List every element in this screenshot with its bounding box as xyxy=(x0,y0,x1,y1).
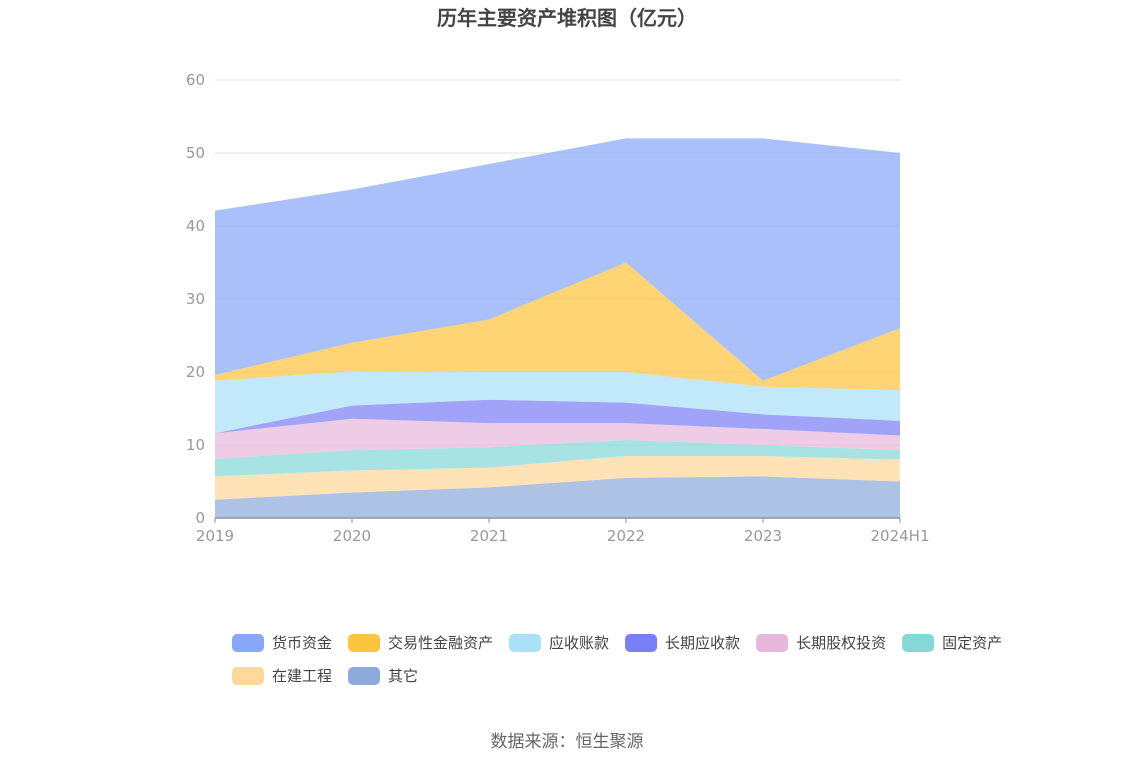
y-tick-label: 20 xyxy=(186,363,205,381)
legend-label: 长期应收款 xyxy=(665,634,740,652)
axis-layer: 0 10 20 30 40 50 60 2019 2020 2021 2022 2023 2024H1 xyxy=(186,71,930,545)
area-应收账款 xyxy=(215,371,900,434)
legend-label: 在建工程 xyxy=(272,667,332,685)
source-note: 数据来源：恒生聚源 xyxy=(491,732,644,752)
area-长期股权投资 xyxy=(215,418,900,459)
x-tick-label: 2022 xyxy=(607,527,645,545)
legend-item-应收账款[interactable]: 应收账款 xyxy=(509,634,609,652)
y-tick-label: 50 xyxy=(186,144,205,162)
area-长期应收款 xyxy=(215,399,900,436)
x-tick-label: 2021 xyxy=(470,527,508,545)
area-交易性金融资产 xyxy=(215,262,900,391)
legend-item-其它[interactable]: 其它 xyxy=(348,667,418,685)
area-在建工程 xyxy=(215,455,900,500)
x-tick-label: 2019 xyxy=(196,527,234,545)
legend-swatch xyxy=(509,634,542,652)
legend-item-在建工程[interactable]: 在建工程 xyxy=(232,667,332,685)
y-tick-label: 40 xyxy=(186,217,205,235)
legend-swatch xyxy=(232,634,264,652)
y-tick-label: 10 xyxy=(186,436,205,454)
y-tick-label: 0 xyxy=(195,509,205,527)
x-tick-label: 2020 xyxy=(333,527,371,545)
area-固定资产 xyxy=(215,439,900,477)
legend-item-货币资金[interactable]: 货币资金 xyxy=(232,634,332,652)
legend-item-固定资产[interactable]: 固定资产 xyxy=(902,634,1002,652)
y-tick-label: 30 xyxy=(186,290,205,308)
legend-swatch xyxy=(348,667,381,685)
legend-swatch xyxy=(232,667,264,685)
chart-title: 历年主要资产堆积图（亿元） xyxy=(437,6,697,30)
legend-swatch xyxy=(625,634,658,652)
legend-item-长期股权投资[interactable]: 长期股权投资 xyxy=(756,634,886,652)
legend-label: 交易性金融资产 xyxy=(388,634,493,652)
legend-label: 其它 xyxy=(388,667,418,685)
legend-label: 应收账款 xyxy=(549,634,609,652)
legend-label: 长期股权投资 xyxy=(796,634,886,652)
legend-swatch xyxy=(902,634,935,652)
legend-swatch xyxy=(756,634,789,652)
legend-label: 固定资产 xyxy=(942,634,1002,652)
legend-label: 货币资金 xyxy=(272,634,332,652)
y-tick-label: 60 xyxy=(186,71,205,89)
area-其它 xyxy=(215,476,900,518)
legend-item-交易性金融资产[interactable]: 交易性金融资产 xyxy=(348,634,493,652)
legend-item-长期应收款[interactable]: 长期应收款 xyxy=(625,634,740,652)
x-tick-label: 2024H1 xyxy=(871,527,930,545)
x-tick-label: 2023 xyxy=(744,527,782,545)
legend-swatch xyxy=(348,634,381,652)
area-layer xyxy=(215,138,900,518)
area-货币资金 xyxy=(215,138,900,381)
